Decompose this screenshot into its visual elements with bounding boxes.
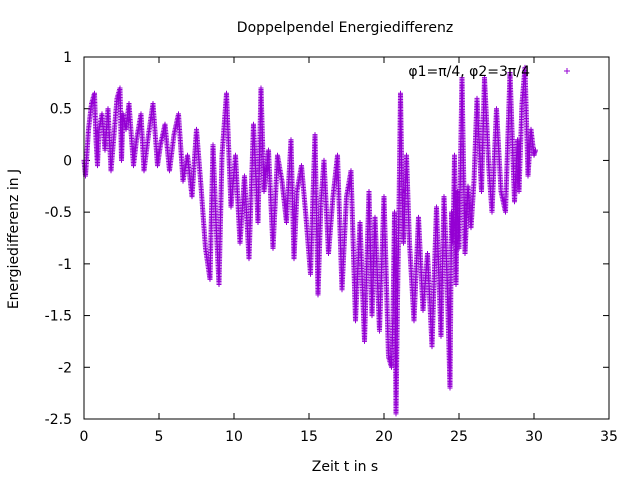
x-axis-label: Zeit t in s (312, 459, 378, 475)
chart-title: Doppelpendel Energiedifferenz (237, 20, 453, 36)
y-axis-label: Energiedifferenz in J (6, 169, 22, 309)
y-tick-label: 0 (63, 153, 72, 169)
y-tick-label: -2.5 (45, 412, 72, 428)
x-tick-label: 30 (525, 429, 543, 445)
x-tick-label: 10 (225, 429, 243, 445)
y-tick-label: -1.5 (45, 309, 72, 325)
x-tick-label: 0 (80, 429, 89, 445)
x-tick-label: 25 (450, 429, 468, 445)
y-tick-label: 1 (63, 50, 72, 66)
x-tick-label: 5 (155, 429, 164, 445)
y-tick-label: -1 (58, 257, 72, 273)
x-tick-label: 20 (375, 429, 393, 445)
y-tick-label: -0.5 (45, 205, 72, 221)
y-tick-label: 0.5 (50, 102, 72, 118)
axis-ticks: 0 5 10 15 20 25 30 35 1 0.5 0 -0.5 -1 -1.5 -2 -2.5 (45, 50, 618, 445)
x-tick-label: 35 (600, 429, 618, 445)
y-tick-label: -2 (58, 360, 72, 376)
x-tick-label: 15 (300, 429, 318, 445)
series-points (81, 64, 538, 417)
